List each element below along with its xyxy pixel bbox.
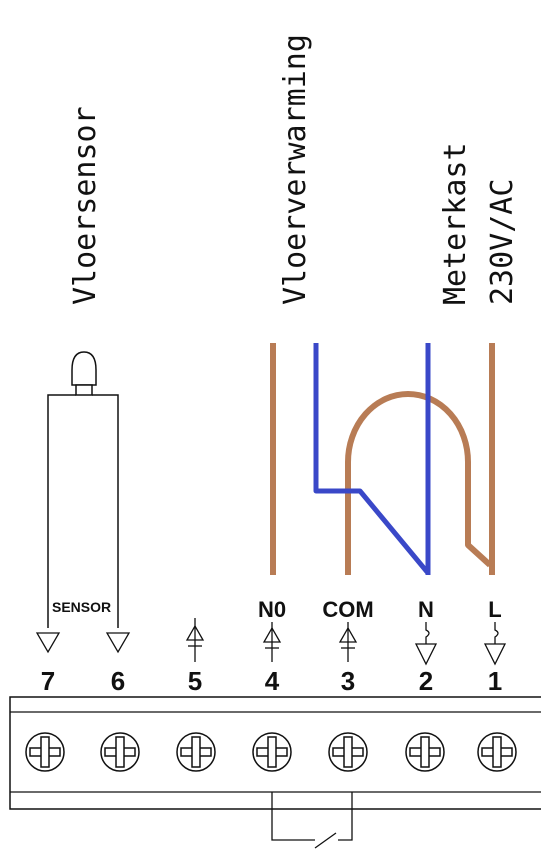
screw-7-icon (25, 732, 65, 772)
terminal-1-arrow (483, 622, 507, 666)
relay-contact (271, 792, 353, 849)
screw-2-icon (405, 732, 445, 772)
terminal-screws (25, 732, 517, 772)
screw-5-icon (176, 732, 216, 772)
brown-wires (270, 343, 495, 575)
label-vloersensor: Vloersensor (68, 106, 103, 305)
screw-4-icon (252, 732, 292, 772)
terminal-4-label: N0 (258, 597, 286, 622)
terminal-3-label: COM (322, 597, 373, 622)
blue-wires (313, 343, 431, 575)
terminal-5-number: 5 (188, 666, 202, 696)
sensor-wire-right (92, 394, 119, 628)
terminal-5-arrow (185, 618, 205, 662)
sensor-wire-left (47, 394, 76, 628)
floor-sensor-probe: SENSOR (47, 351, 119, 628)
terminal-7-number: 7 (41, 666, 55, 696)
sensor-probe-bulb (71, 351, 97, 386)
terminal-3-number: 3 (341, 666, 355, 696)
sensor-label: SENSOR (52, 599, 111, 615)
terminal-2-arrow (414, 622, 438, 666)
label-vloerverwarming: Vloerverwarming (278, 34, 313, 305)
sensor-probe-neck (75, 384, 93, 396)
terminal-arrows (35, 618, 507, 666)
screw-3-icon (328, 732, 368, 772)
terminal-6-arrow (105, 632, 131, 654)
terminal-2-label: N (418, 597, 434, 622)
terminal-6-number: 6 (111, 666, 125, 696)
screw-6-icon (100, 732, 140, 772)
blue-wire-vloerverwarming (313, 343, 430, 575)
brown-wire-com-loop (345, 391, 493, 575)
terminal-3-arrow (338, 622, 358, 662)
terminal-4-number: 4 (265, 666, 280, 696)
terminal-1-label: L (488, 597, 501, 622)
terminal-2-number: 2 (419, 666, 433, 696)
label-meterkast: Meterkast (438, 142, 473, 305)
terminal-7-arrow (35, 632, 61, 654)
terminal-4-arrow (262, 622, 282, 662)
label-voltage: 230V/AC (485, 179, 520, 305)
screw-1-icon (477, 732, 517, 772)
terminal-1-number: 1 (488, 666, 502, 696)
